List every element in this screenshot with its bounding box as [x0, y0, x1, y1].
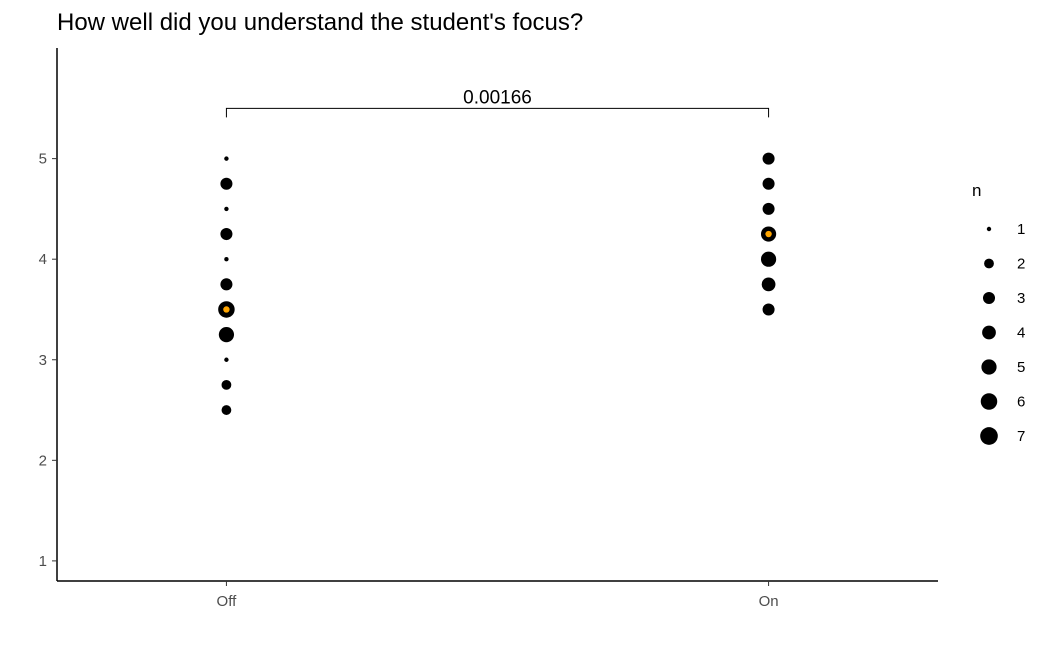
legend-key — [982, 291, 996, 305]
p-value-label: 0.00166 — [463, 87, 532, 108]
mean-point — [765, 230, 772, 238]
data-point — [218, 327, 235, 343]
significance-bracket: 0.00166 — [225, 87, 770, 118]
axes: 1 2 3 4 5 Off On — [39, 48, 938, 610]
data-point — [221, 379, 232, 390]
data-point — [762, 202, 775, 215]
legend-key — [980, 427, 998, 445]
data-point — [224, 206, 229, 212]
legend-label: 3 — [1017, 290, 1025, 307]
legend-key — [984, 258, 994, 269]
data-point — [224, 256, 229, 262]
y-tick-label: 5 — [39, 151, 47, 168]
legend-key — [981, 359, 997, 375]
data-point — [762, 152, 775, 165]
legend-title: n — [972, 181, 981, 200]
legend-key — [986, 226, 992, 232]
data-point — [761, 277, 776, 292]
legend-key — [980, 393, 998, 410]
x-tick-label: On — [759, 593, 779, 610]
data-point — [221, 405, 232, 415]
bracket-line — [225, 107, 770, 118]
y-tick-label: 4 — [39, 251, 47, 268]
y-tick-label: 2 — [39, 452, 47, 469]
legend-label: 6 — [1017, 394, 1025, 411]
y-tick-label: 3 — [39, 352, 47, 369]
data-points — [218, 152, 777, 415]
legend-label: 2 — [1017, 256, 1025, 273]
data-point — [220, 228, 233, 241]
data-point — [220, 177, 233, 190]
data-point — [220, 278, 233, 291]
chart-title: How well did you understand the student'… — [57, 9, 583, 36]
data-point — [762, 177, 775, 190]
data-point — [224, 357, 229, 362]
size-legend: n 1 2 3 4 5 6 7 — [972, 181, 1025, 445]
legend-label: 7 — [1017, 428, 1025, 445]
x-tick-label: Off — [217, 593, 238, 610]
data-point — [762, 303, 775, 316]
mean-point — [223, 306, 230, 313]
legend-key — [982, 325, 996, 340]
legend-label: 4 — [1017, 325, 1025, 342]
data-point — [224, 156, 229, 161]
legend-label: 1 — [1017, 221, 1025, 238]
data-point — [760, 251, 777, 267]
legend-label: 5 — [1017, 359, 1025, 376]
y-tick-label: 1 — [39, 553, 47, 570]
mean-markers — [223, 230, 772, 313]
